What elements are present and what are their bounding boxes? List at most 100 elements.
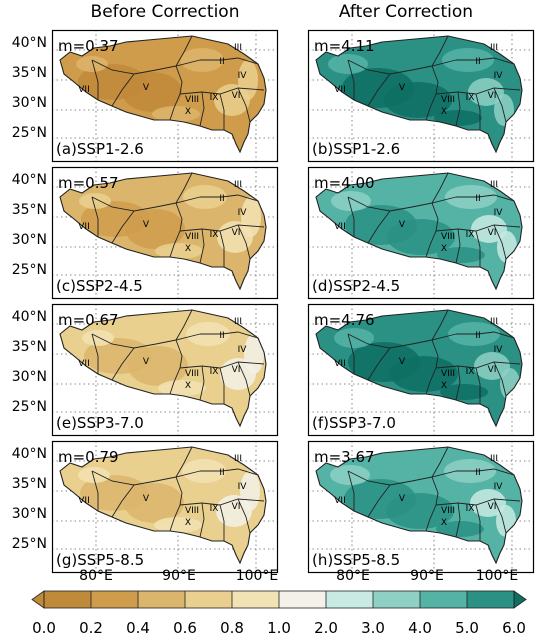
y-tick-label: 40°N bbox=[12, 446, 47, 462]
region-label: VI bbox=[232, 228, 241, 238]
region-label: X bbox=[441, 381, 447, 391]
panel-label: (a)SSP1-2.6 bbox=[56, 140, 144, 158]
region-label: III bbox=[490, 317, 498, 327]
y-tick-label: 25°N bbox=[12, 125, 47, 141]
region-label: VIII bbox=[441, 232, 455, 242]
subregion-boundary bbox=[219, 230, 225, 267]
region-label: X bbox=[441, 244, 447, 254]
colorbar-tick-label: 2.0 bbox=[314, 619, 338, 637]
panel-frame bbox=[307, 166, 535, 300]
subregion-boundary bbox=[431, 172, 449, 204]
region-label: V bbox=[143, 357, 150, 367]
subregion-boundary bbox=[199, 228, 205, 264]
region-label: IV bbox=[494, 482, 504, 492]
panel-frame bbox=[51, 440, 279, 574]
x-tick-label: 100°E bbox=[236, 568, 279, 584]
y-tick-label: 25°N bbox=[12, 262, 47, 278]
panel-frame bbox=[51, 166, 279, 300]
region-label: II bbox=[475, 57, 480, 67]
subregion-boundary bbox=[493, 87, 507, 123]
y-tick-label: 35°N bbox=[12, 476, 47, 492]
colorbar-segment bbox=[326, 591, 373, 608]
mean-value-label: m=0.67 bbox=[58, 311, 119, 329]
region-label: III bbox=[234, 317, 242, 327]
subregion-boundary bbox=[199, 91, 205, 127]
value-patch bbox=[158, 380, 206, 396]
panel-label: (d)SSP2-4.5 bbox=[312, 277, 400, 295]
value-patch bbox=[437, 247, 485, 263]
subregion-boundary bbox=[347, 470, 355, 511]
subregion-boundary bbox=[219, 504, 225, 541]
value-patch bbox=[240, 471, 260, 511]
region-label: VII bbox=[78, 85, 89, 95]
subregion-boundary bbox=[200, 331, 259, 339]
value-patch bbox=[125, 209, 185, 249]
subregion-boundary bbox=[493, 361, 507, 397]
region-label: VII bbox=[78, 359, 89, 369]
region-label: IX bbox=[210, 93, 219, 103]
value-field bbox=[60, 310, 266, 426]
panel-frame bbox=[307, 303, 535, 437]
region-label: V bbox=[399, 220, 406, 230]
colorbar-segment bbox=[467, 591, 514, 608]
value-patch bbox=[494, 94, 514, 126]
panel-label: (g)SSP5-8.5 bbox=[56, 551, 144, 569]
y-tick-label: 25°N bbox=[12, 536, 47, 552]
panel-label: (h)SSP5-8.5 bbox=[312, 551, 400, 569]
region-label: V bbox=[143, 494, 150, 504]
region-label: VI bbox=[232, 502, 241, 512]
y-tick-label: 35°N bbox=[12, 202, 47, 218]
colorbar-segment bbox=[232, 591, 279, 608]
mean-value-label: m=4.00 bbox=[314, 174, 375, 192]
value-patch bbox=[241, 197, 261, 237]
region-label: III bbox=[234, 454, 242, 464]
value-patch bbox=[78, 467, 110, 483]
y-tick-label: 40°N bbox=[12, 35, 47, 51]
region-label: II bbox=[219, 468, 224, 478]
y-tick-label: 35°N bbox=[12, 65, 47, 81]
panel-label: (f)SSP3-7.0 bbox=[312, 414, 396, 432]
region-label: IX bbox=[210, 367, 219, 377]
subregion-boundary bbox=[475, 93, 481, 130]
column-title-after: After Correction bbox=[339, 2, 473, 22]
panel-frame bbox=[307, 440, 535, 574]
colorbar-tick-label: 0.8 bbox=[220, 619, 244, 637]
region-label: VI bbox=[488, 228, 497, 238]
value-patch bbox=[390, 356, 458, 392]
subregion-boundary bbox=[91, 196, 99, 237]
region-label: III bbox=[490, 180, 498, 190]
subregion-boundary bbox=[493, 224, 507, 260]
colorbar-tick-label: 4.0 bbox=[408, 619, 432, 637]
subregion-boundary bbox=[111, 210, 135, 244]
mean-value-label: m=0.57 bbox=[58, 174, 119, 192]
plateau-outline bbox=[315, 35, 523, 154]
y-tick-label: 30°N bbox=[12, 232, 47, 248]
subregion-boundary bbox=[475, 367, 481, 404]
region-label: V bbox=[143, 83, 150, 93]
region-label: IX bbox=[210, 230, 219, 240]
subregion-boundary bbox=[431, 35, 449, 67]
colorbar-tick-label: 1.0 bbox=[267, 619, 291, 637]
region-label: VIII bbox=[185, 506, 199, 516]
region-label: III bbox=[490, 43, 498, 53]
y-tick-label: 40°N bbox=[12, 309, 47, 325]
subregion-boundary bbox=[456, 57, 515, 65]
subregion-boundary bbox=[237, 361, 251, 397]
x-axis-labels: 80°E 90°E 100°E 80°E 90°E 100°E bbox=[79, 568, 518, 584]
subregion-boundary bbox=[456, 331, 515, 339]
y-tick-label: 30°N bbox=[12, 506, 47, 522]
subregion-boundary bbox=[219, 367, 225, 404]
region-label: VII bbox=[334, 359, 345, 369]
region-label: IX bbox=[466, 93, 475, 103]
subregion-boundary bbox=[456, 468, 515, 476]
value-patch bbox=[474, 352, 510, 380]
value-patch bbox=[79, 193, 111, 209]
region-label: IV bbox=[494, 208, 504, 218]
region-label: III bbox=[234, 43, 242, 53]
region-label: II bbox=[219, 57, 224, 67]
subregion-boundary bbox=[91, 59, 99, 100]
region-label: II bbox=[219, 331, 224, 341]
